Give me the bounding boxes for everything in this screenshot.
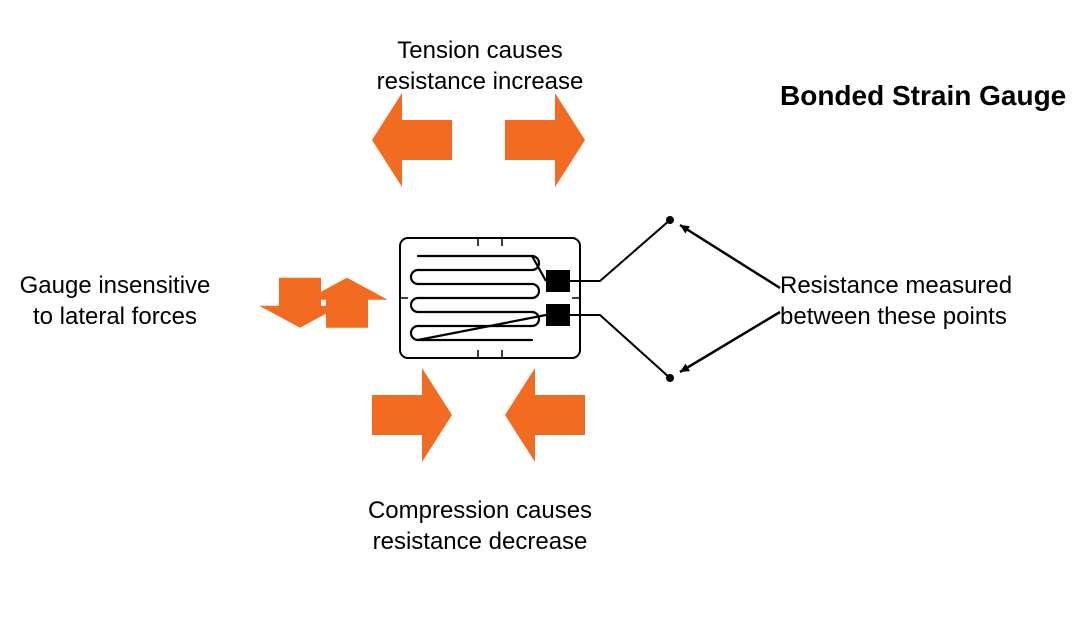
arrows-svg (0, 0, 1091, 627)
compression-arrow-left (372, 368, 452, 462)
gauge-group (400, 238, 580, 358)
leads-group (570, 216, 674, 382)
compression-arrow-right (505, 368, 585, 462)
pointer-arrows (680, 225, 780, 372)
tension-arrow-left (372, 93, 452, 187)
tension-arrow-right (505, 93, 585, 187)
